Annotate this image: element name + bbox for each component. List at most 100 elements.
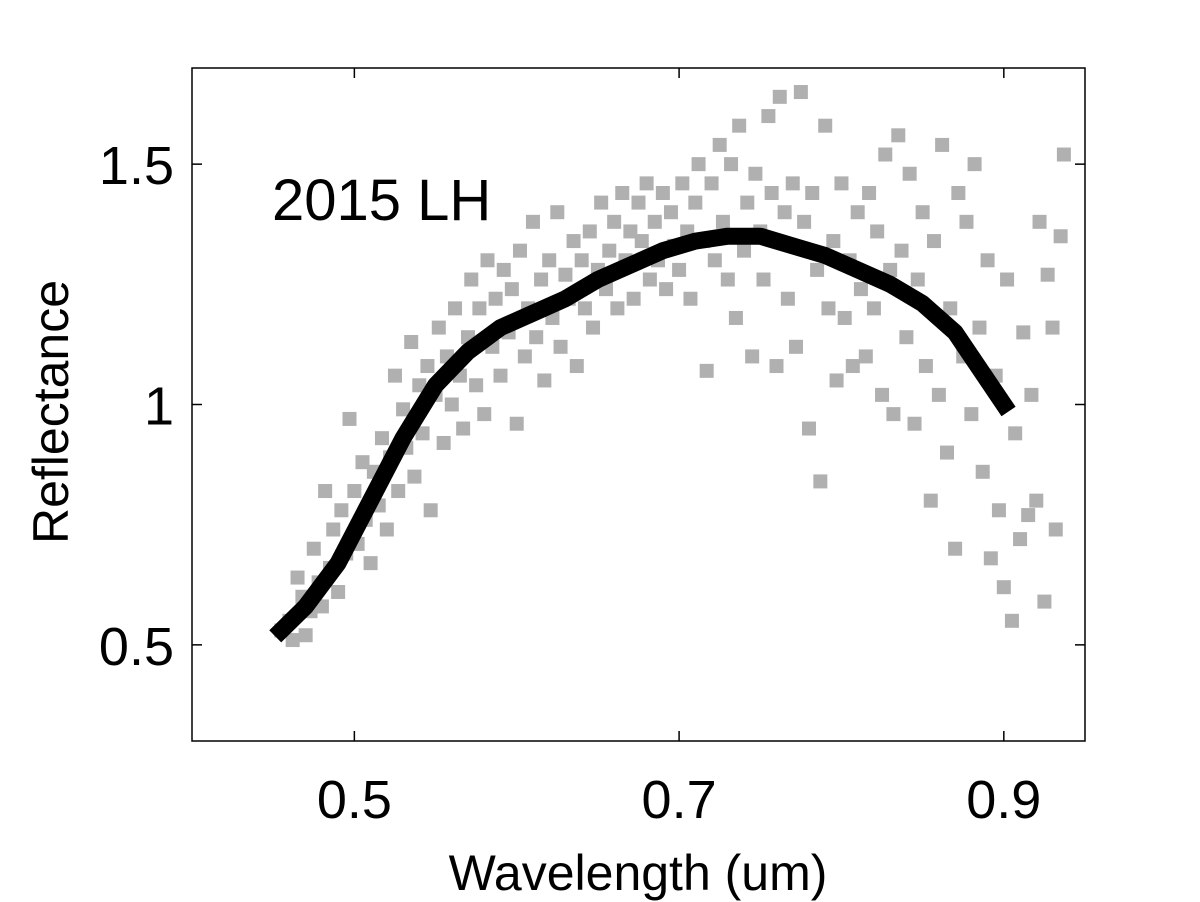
scatter-point <box>891 128 906 143</box>
scatter-point <box>404 335 419 350</box>
scatter-point <box>724 157 739 172</box>
scatter-point <box>810 262 825 277</box>
scatter-point <box>672 262 687 277</box>
x-tick-label: 0.7 <box>642 770 717 830</box>
scatter-point <box>655 185 670 200</box>
scatter-point <box>996 580 1011 595</box>
scatter-point <box>980 253 995 268</box>
scatter-point <box>688 195 703 210</box>
scatter-point <box>907 416 922 431</box>
scatter-point <box>496 262 511 277</box>
scatter-point <box>972 320 987 335</box>
scatter-point <box>456 421 471 436</box>
scatter-point <box>923 493 938 508</box>
scatter-point <box>472 301 487 316</box>
fit-line <box>269 227 1016 643</box>
scatter-point <box>883 262 898 277</box>
scatter-point <box>517 349 532 364</box>
scatter-point <box>728 310 743 325</box>
scatter-point <box>769 359 784 374</box>
scatter-point <box>602 243 617 258</box>
scatter-point <box>626 291 641 306</box>
y-tick-label: 0.5 <box>99 617 174 677</box>
scatter-point <box>448 301 463 316</box>
scatter-point <box>663 205 678 220</box>
scatter-point <box>615 185 630 200</box>
scatter-point <box>1016 325 1031 340</box>
scatter-point <box>623 224 638 239</box>
scatter-point <box>821 301 836 316</box>
scatter-point <box>1008 426 1023 441</box>
y-axis-label: Reflectance <box>23 280 79 544</box>
scatter-point <box>290 570 305 585</box>
scatter-point <box>1013 532 1028 547</box>
scatter-point <box>975 464 990 479</box>
scatter-point <box>931 387 946 402</box>
scatter-point <box>939 445 954 460</box>
scatter-point <box>594 195 609 210</box>
scatter-point <box>298 628 313 643</box>
scatter-point <box>899 330 914 345</box>
scatter-point <box>805 185 820 200</box>
scatter-point <box>785 176 800 191</box>
scatter-point <box>631 195 646 210</box>
scatter-point <box>569 359 584 374</box>
scatter-point <box>423 503 438 518</box>
scatter-point <box>813 474 828 489</box>
scatter-point <box>712 137 727 152</box>
scatter-point <box>715 214 730 229</box>
scatter-point <box>577 301 592 316</box>
scatter-point <box>707 253 722 268</box>
scatter-point <box>444 397 459 412</box>
scatter-point <box>355 455 370 470</box>
scatter-point <box>488 291 503 306</box>
scatter-point <box>396 402 411 417</box>
scatter-point <box>558 267 573 282</box>
scatter-point <box>780 291 795 306</box>
scatter-point <box>720 272 735 287</box>
scatter-point <box>691 157 706 172</box>
scatter-point <box>967 157 982 172</box>
scatter-point <box>699 363 714 378</box>
scatter-point <box>866 301 881 316</box>
scatter-point <box>935 137 950 152</box>
scatter-point <box>797 214 812 229</box>
scatter-point <box>342 411 357 426</box>
scatter-point <box>574 253 589 268</box>
scatter-point <box>512 243 527 258</box>
annotation-label: 2015 LH <box>272 168 491 233</box>
scatter-point <box>553 339 568 354</box>
scatter-point <box>1045 320 1060 335</box>
scatter-point <box>306 541 321 556</box>
scatter-point <box>537 373 552 388</box>
scatter-point <box>1032 214 1047 229</box>
scatter-point <box>756 272 771 287</box>
scatter-point <box>659 282 674 297</box>
scatter-point <box>1053 229 1068 244</box>
scatter-point <box>853 282 868 297</box>
x-tick-label: 0.9 <box>966 770 1041 830</box>
scatter-point <box>431 320 446 335</box>
scatter-point <box>391 484 406 499</box>
scatter-point <box>788 339 803 354</box>
scatter-point <box>374 431 389 446</box>
scatter-point <box>761 109 776 124</box>
scatter-point <box>1021 508 1036 523</box>
scatter-point <box>764 185 779 200</box>
scatter-point <box>586 320 601 335</box>
scatter-point <box>834 176 849 191</box>
scatter-point <box>875 387 890 402</box>
scatter-point <box>737 243 752 258</box>
scatter-point <box>777 205 792 220</box>
scatter-point <box>915 205 930 220</box>
scatter-point <box>582 224 597 239</box>
scatter-point <box>959 214 974 229</box>
scatter-point <box>326 522 341 537</box>
scatter-point <box>845 359 860 374</box>
scatter-point <box>412 378 427 393</box>
scatter-point <box>634 234 649 249</box>
scatter-point <box>850 205 865 220</box>
scatter-point <box>675 176 690 191</box>
x-axis-label: Wavelength (um) <box>449 845 828 901</box>
